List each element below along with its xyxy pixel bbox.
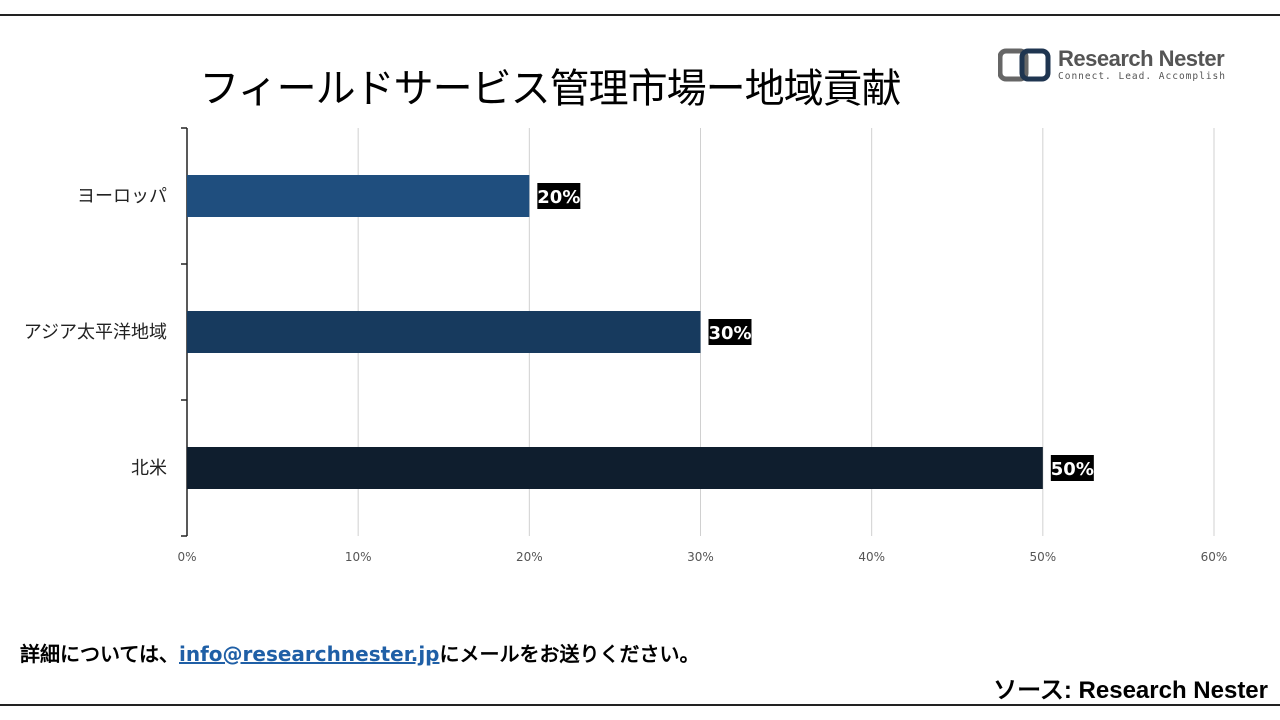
data-label: 30% <box>708 323 751 344</box>
chart-title: フィールドサービス管理市場ー地域貢献 <box>199 65 901 112</box>
data-label-bg <box>537 183 581 209</box>
bars <box>187 175 1043 489</box>
data-label-bg <box>1050 455 1094 481</box>
top-rule <box>0 14 1280 16</box>
data-labels: 20% 30% 50% <box>537 183 1094 481</box>
data-label: 50% <box>1051 459 1094 480</box>
contact-email-link[interactable]: info@researchnester.jp <box>179 642 440 666</box>
x-tick-label: 20% <box>516 550 543 564</box>
y-axis <box>181 127 188 537</box>
bar <box>187 311 701 353</box>
bar <box>187 175 530 217</box>
contact-note: 詳細については、info@researchnester.jpにメールをお送りくだ… <box>20 638 700 667</box>
x-tick-label: 0% <box>177 550 196 564</box>
category-label: アジア太平洋地域 <box>24 322 167 343</box>
logo-tagline: Connect. Lead. Accomplish <box>1058 71 1226 82</box>
x-tick-labels: 0% 10% 20% 30% 40% 50% 60% <box>177 550 1227 564</box>
logo-name: Research Nester <box>1058 46 1225 71</box>
contact-suffix: にメールをお送りください。 <box>439 642 700 666</box>
logo-mark-icon <box>998 48 1051 82</box>
contact-prefix: 詳細については、 <box>20 642 179 666</box>
x-tick-label: 10% <box>345 550 372 564</box>
data-label: 20% <box>537 187 580 208</box>
source-credit: ソース: Research Nester <box>993 677 1268 704</box>
x-tick-label: 50% <box>1029 550 1056 564</box>
x-tick-label: 60% <box>1201 550 1228 564</box>
research-nester-logo: Research Nester Connect. Lead. Accomplis… <box>998 46 1228 86</box>
category-label: ヨーロッパ <box>77 186 167 207</box>
data-label-bg <box>708 319 752 345</box>
category-label: 北米 <box>131 458 167 479</box>
bottom-rule <box>0 704 1280 706</box>
bar <box>187 447 1043 489</box>
x-tick-label: 40% <box>858 550 885 564</box>
x-tick-label: 30% <box>687 550 714 564</box>
